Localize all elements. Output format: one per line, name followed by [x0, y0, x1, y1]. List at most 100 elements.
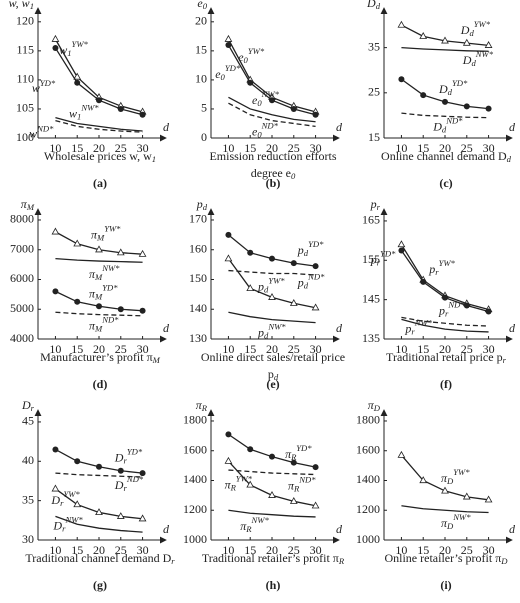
series-label-sup: NW*: [64, 514, 83, 524]
series-label-sub: r: [123, 456, 127, 466]
x-tick-label: 20: [266, 342, 278, 356]
series-label-sub: 1: [77, 111, 81, 121]
x-axis-title: Online direct sales/retail price: [201, 350, 345, 364]
x-axis-label: d: [509, 321, 516, 335]
marker: [247, 446, 254, 453]
marker: [74, 298, 81, 305]
y-axis-label: πD: [368, 398, 381, 413]
series-line: [228, 96, 316, 123]
marker: [311, 501, 320, 509]
series-label-base: p: [297, 275, 304, 289]
series-line: [401, 505, 489, 514]
series-label: πRYD*: [285, 443, 312, 462]
series-label-sup: YW*: [248, 46, 265, 56]
x-tick-label: 15: [417, 141, 429, 155]
series-label-sub: M: [94, 291, 103, 301]
series-label-sup: YD*: [225, 63, 241, 73]
marker: [74, 458, 81, 465]
series-label-base: D: [460, 23, 470, 37]
series-label: πMYW*: [91, 224, 121, 243]
series-label-sub: d: [448, 87, 453, 97]
marker: [484, 495, 493, 503]
y-tick-label: 140: [189, 301, 207, 315]
series-label: prYW*: [428, 258, 455, 277]
y-tick-label: 160: [189, 241, 207, 255]
series-label: DdNW*: [462, 49, 494, 68]
series-label-base: π: [288, 478, 295, 492]
marker: [420, 92, 427, 99]
y-tick-label: 7000: [10, 241, 34, 255]
series-line: [55, 258, 143, 263]
x-tick-label: 10: [222, 543, 234, 557]
y-axis-label-sub: R: [201, 403, 208, 413]
y-tick-label: 1200: [183, 502, 207, 516]
x-tick-label: 25: [461, 342, 473, 356]
x-axis-title: degree e0: [251, 166, 296, 181]
y-tick-label: 120: [16, 14, 34, 28]
series-label-sup: ND*: [101, 315, 119, 325]
series-label-sup: ND*: [447, 299, 465, 309]
series-label: πDNW*: [441, 512, 471, 531]
series-label-base: p: [428, 262, 435, 276]
series-label-sub: D: [446, 476, 454, 486]
series-label-sup: ND*: [307, 272, 325, 282]
series-label: wND*: [29, 124, 54, 141]
series-label-base: π: [89, 286, 96, 300]
x-tick-label: 30: [137, 141, 149, 155]
series-label: πRYW*: [225, 473, 253, 492]
y-tick-label: 20: [195, 14, 207, 28]
x-axis-label: d: [336, 522, 343, 536]
series-label-sub: D: [446, 521, 454, 531]
marker: [95, 245, 103, 253]
series-line: [55, 311, 143, 317]
y-tick-label: 5: [201, 101, 207, 115]
x-tick-label: 25: [115, 543, 127, 557]
series-label-base: D: [438, 82, 448, 96]
x-tick-label: 15: [71, 342, 83, 356]
y-tick-label: 1000: [183, 532, 207, 546]
series-label: e0YD*: [215, 63, 241, 82]
y-tick-label: 15: [195, 43, 207, 57]
series-label-sub: r: [411, 326, 415, 336]
x-tick-label: 15: [417, 342, 429, 356]
series-label-sup: YW*: [268, 275, 285, 285]
x-tick-label: 30: [310, 141, 322, 155]
x-axis-title-sub: 1: [152, 154, 156, 164]
y-axis-label: Dr: [21, 398, 35, 413]
series-line: [228, 469, 316, 476]
x-tick-label: 15: [244, 543, 256, 557]
series-label-sup: YD*: [127, 447, 143, 457]
y-axis-label-sub: M: [26, 202, 35, 212]
y-tick-label: 1400: [183, 472, 207, 486]
x-tick-label: 20: [439, 141, 451, 155]
series-label: πRNW*: [240, 515, 269, 534]
x-tick-label: 20: [439, 342, 451, 356]
series-label: prNW*: [404, 317, 432, 336]
series-label: prND*: [438, 299, 465, 318]
marker: [224, 34, 233, 42]
series-label: DdYD*: [438, 78, 468, 97]
series-label-sub: d: [471, 58, 476, 68]
series-label-base: D: [114, 450, 124, 464]
series-label-sup: NW*: [267, 322, 286, 332]
panel-label: (i): [440, 578, 451, 592]
marker: [96, 463, 102, 470]
y-tick-label: 135: [362, 331, 380, 345]
series-label-sup: NW*: [452, 512, 471, 522]
series-label-sub: 0: [257, 130, 262, 140]
series-label-base: p: [404, 321, 411, 335]
x-axis-title-sub: 0: [291, 171, 296, 181]
panel-label: (e): [266, 377, 279, 391]
series-label-sub: R: [245, 524, 252, 534]
marker: [138, 249, 147, 257]
series-label-sup: YW*: [474, 19, 491, 29]
x-axis-title-sub: R: [338, 556, 345, 566]
x-tick-label: 25: [461, 543, 473, 557]
panel-label: (d): [93, 377, 108, 391]
x-axis-title-sub: d: [274, 372, 279, 382]
y-axis-label-sub: 0: [203, 1, 208, 11]
y-axis-label: pd: [196, 197, 208, 212]
x-tick-label: 15: [244, 141, 256, 155]
series-label-sup: YW*: [72, 39, 89, 49]
y-axis-label-base: p: [370, 197, 377, 211]
